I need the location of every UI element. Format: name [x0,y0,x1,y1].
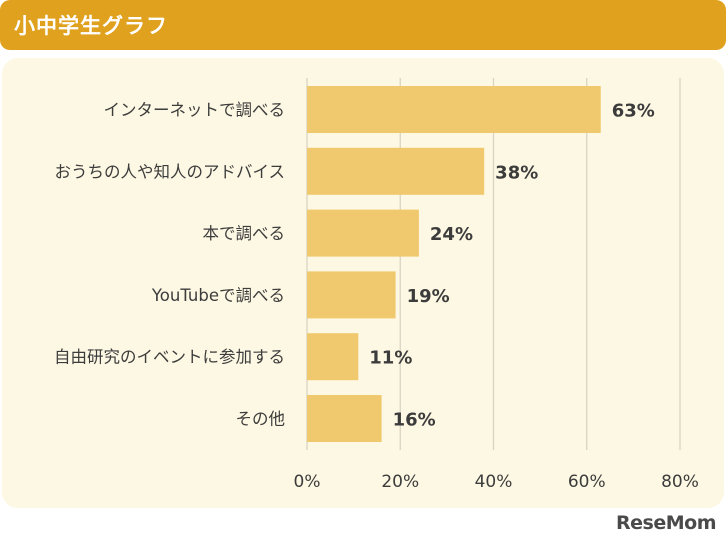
data-label: 63% [612,101,655,122]
bar [307,209,419,257]
bar [307,86,601,133]
data-label: 16% [393,410,436,431]
data-label: 24% [430,224,473,245]
category-label: 本で調べる [203,224,286,243]
category-label: YouTubeで調べる [151,286,285,305]
category-label: 自由研究のイベントに参加する [54,348,285,367]
x-tick-label: 20% [381,472,419,492]
x-tick-label: 60% [568,472,606,492]
data-label: 19% [407,286,450,307]
x-tick-label: 40% [475,472,513,492]
chart-title: 小中学生グラフ [14,14,168,38]
x-tick-label: 80% [661,472,699,492]
bar [307,395,382,442]
bar [307,333,359,381]
chart-header: 小中学生グラフ [0,0,726,50]
data-label: 11% [369,348,412,369]
bar [307,271,396,319]
resemom-logo: ReseMom [616,512,716,534]
category-label: おうちの人や知人のアドバイス [54,162,285,181]
bar [307,147,485,195]
x-tick-label: 0% [294,472,321,492]
category-label: その他 [236,410,286,429]
data-label: 38% [495,162,538,183]
category-label: インターネットで調べる [104,101,286,120]
